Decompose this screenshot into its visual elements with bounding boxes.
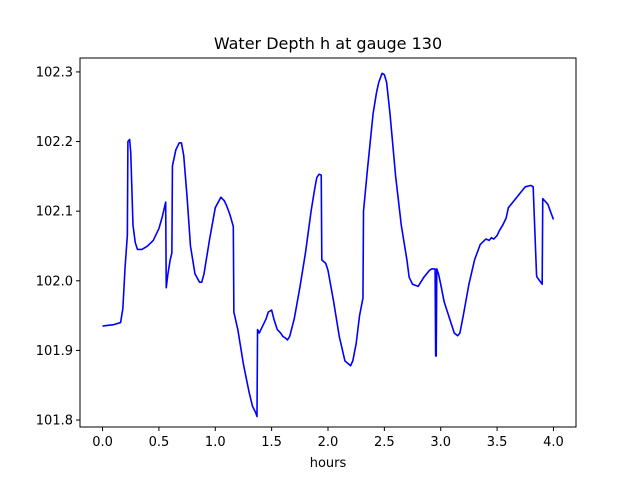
- plot-frame: [79, 57, 577, 428]
- y-tick-label: 102.3: [36, 65, 73, 80]
- y-tick-label: 101.8: [36, 414, 73, 429]
- y-tick-label: 102.0: [36, 274, 73, 289]
- y-axis-ticks: 101.8 101.9 102.0 102.1 102.2 102.3: [36, 65, 80, 429]
- x-tick-label: 1.0: [205, 435, 226, 450]
- y-tick-label: 102.1: [36, 205, 73, 220]
- plot-area: [102, 72, 555, 418]
- x-tick-label: 2.0: [318, 435, 339, 450]
- x-axis-ticks: 0.0 0.5 1.0 1.5 2.0 2.5 3.0 3.5 4.0: [92, 427, 564, 450]
- x-tick-label: 3.5: [487, 435, 508, 450]
- x-tick-label: 0.0: [92, 435, 113, 450]
- y-tick-label: 102.2: [36, 135, 73, 150]
- x-tick-label: 0.5: [149, 435, 170, 450]
- y-tick-label: 101.9: [36, 344, 73, 359]
- x-tick-label: 2.5: [374, 435, 395, 450]
- x-tick-label: 1.5: [261, 435, 282, 450]
- x-tick-label: 4.0: [543, 435, 564, 450]
- x-tick-label: 3.0: [430, 435, 451, 450]
- series-line-0: [102, 72, 555, 418]
- chart-title: Water Depth h at gauge 130: [214, 34, 442, 53]
- x-axis-label: hours: [310, 456, 347, 471]
